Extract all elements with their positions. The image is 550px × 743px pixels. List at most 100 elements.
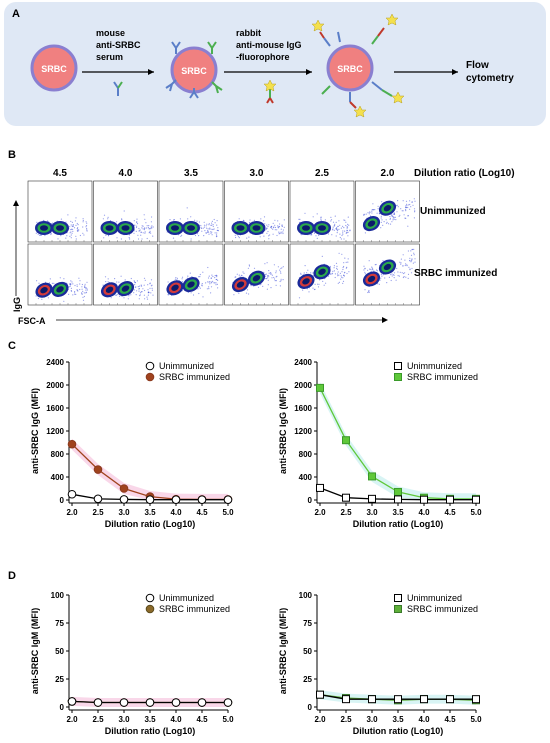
dilution-label: 4.5: [53, 168, 67, 179]
data-point: [171, 698, 181, 707]
step2-line1: rabbit: [236, 28, 261, 38]
data-point: [342, 695, 350, 704]
legend-label: SRBC immunized: [159, 604, 230, 614]
dilution-headers: 4.5 4.0 3.5 3.0 2.5 2.0: [53, 168, 395, 179]
data-point: [394, 495, 402, 504]
flow-plot: [93, 243, 158, 306]
y-tick-label: 50: [303, 647, 312, 656]
data-point: [368, 695, 376, 704]
dilution-header: Dilution ratio (Log10): [414, 168, 515, 179]
x-tick-label: 5.0: [470, 508, 482, 517]
y-tick-label: 100: [51, 591, 65, 600]
x-tick-label: 4.5: [444, 508, 456, 517]
panel-a-box: [4, 2, 546, 126]
data-point: [119, 698, 129, 707]
dilution-label: 4.0: [119, 168, 133, 179]
y-axis-title: anti-SRBC IgG (MFI): [30, 388, 40, 474]
flow-plot: [27, 180, 93, 243]
data-point: [67, 439, 77, 449]
srbc-cell-3: [326, 44, 374, 92]
x-tick-label: 4.0: [418, 508, 430, 517]
legend-label: SRBC immunized: [407, 604, 478, 614]
legend-marker: [394, 362, 402, 370]
y-tick-label: 800: [299, 450, 313, 459]
step1-line3: serum: [96, 52, 123, 62]
panel-a: A SRBC mouse anti-SRBC serum SRBC rabbit…: [4, 2, 546, 126]
x-tick-label: 3.5: [144, 715, 156, 724]
y-axis-title: anti-SRBC IgM (MFI): [30, 608, 40, 694]
x-tick-label: 3.0: [118, 508, 130, 517]
step1-line1: mouse: [96, 28, 125, 38]
data-point: [67, 697, 77, 706]
result-line2: cytometry: [466, 73, 514, 84]
dilution-label: 3.0: [250, 168, 264, 179]
y-tick-label: 2000: [294, 381, 312, 390]
labelled-complexes: [319, 27, 393, 109]
legend-marker: [145, 361, 155, 371]
flow-plot: [355, 180, 420, 243]
flow-plot: [355, 243, 420, 306]
data-point: [420, 695, 428, 704]
x-tick-label: 5.0: [222, 715, 234, 724]
legend-marker: [394, 605, 402, 613]
line-charts: 0 400 800 1200 1600 2000 2400 2.0 2.5 3.0 3.5 4.0 4.…: [30, 358, 482, 736]
dilution-label: 2.0: [381, 168, 395, 179]
x-tick-label: 4.0: [170, 508, 182, 517]
x-tick-label: 3.0: [366, 508, 378, 517]
flow-plots: [27, 180, 420, 306]
x-tick-label: 2.5: [92, 715, 104, 724]
data-point: [197, 495, 207, 505]
data-point: [223, 495, 233, 505]
data-point: [145, 495, 155, 505]
flow-plot: [158, 243, 224, 306]
y-tick-label: 100: [299, 591, 313, 600]
flow-plot: [93, 180, 158, 243]
y-axis-title: anti-SRBC IgM (MFI): [278, 608, 288, 694]
data-point: [145, 698, 155, 707]
y-tick-label: 2400: [46, 358, 64, 367]
data-point: [171, 495, 181, 505]
series-band: [72, 438, 228, 500]
data-point: [394, 487, 402, 496]
x-tick-label: 3.0: [118, 715, 130, 724]
x-tick-label: 2.0: [314, 715, 326, 724]
bound-antibodies: [165, 41, 223, 99]
data-point: [316, 483, 324, 492]
x-axis-title: Dilution ratio (Log10): [353, 726, 444, 736]
legend-marker: [394, 373, 402, 381]
data-point: [197, 698, 207, 707]
x-tick-label: 4.0: [418, 715, 430, 724]
y-tick-label: 0: [60, 496, 65, 505]
x-axis-fsc: FSC-A: [18, 316, 46, 326]
data-point: [316, 690, 324, 699]
y-tick-label: 25: [303, 675, 312, 684]
data-point: [472, 695, 480, 704]
flow-plot-frame: [355, 243, 420, 306]
x-tick-label: 2.0: [66, 715, 78, 724]
flow-plot: [224, 180, 289, 243]
y-axis-title: anti-SRBC IgG (MFI): [278, 388, 288, 474]
legend-marker: [145, 593, 155, 603]
data-point: [446, 695, 454, 704]
panel-b-letter: B: [8, 149, 16, 161]
panel-d-letter: D: [8, 570, 16, 582]
legend-marker: [145, 372, 155, 382]
dilution-label: 2.5: [315, 168, 329, 179]
x-tick-label: 3.0: [366, 715, 378, 724]
y-tick-label: 75: [55, 619, 64, 628]
legend-label: SRBC immunized: [159, 372, 230, 382]
flow-plot: [158, 180, 224, 243]
y-tick-label: 2000: [46, 381, 64, 390]
x-tick-label: 2.5: [92, 508, 104, 517]
srbc-label-3: SRBC: [337, 64, 363, 74]
panel-c-letter: C: [8, 340, 16, 352]
arrow-3-head: [452, 69, 458, 75]
x-axis-title: Dilution ratio (Log10): [105, 726, 196, 736]
row-label-unimmunized: Unimmunized: [420, 206, 486, 217]
y-arrow-head: [13, 200, 19, 206]
y-tick-label: 75: [303, 619, 312, 628]
flow-plot: [289, 243, 355, 306]
step2-line2: anti-mouse IgG: [236, 40, 302, 50]
data-point: [342, 493, 350, 502]
data-point: [446, 495, 454, 504]
